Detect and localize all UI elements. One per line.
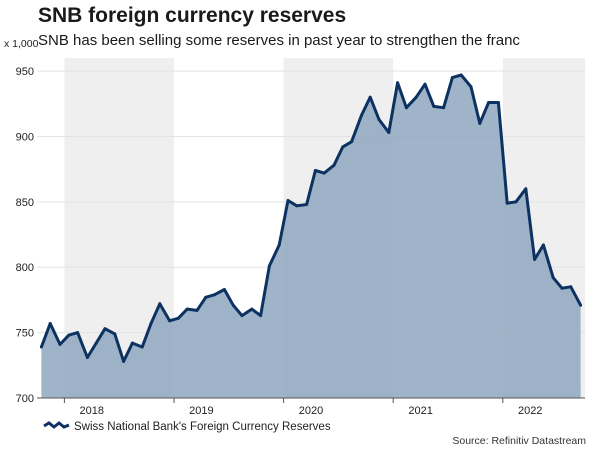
data-point (267, 264, 271, 268)
data-point (404, 106, 408, 110)
data-point (387, 131, 391, 134)
y-tick-label: 750 (16, 328, 34, 340)
series-points (39, 73, 583, 363)
data-point (469, 85, 473, 89)
data-point (250, 307, 254, 311)
legend-label: Swiss National Bank's Foreign Currency R… (74, 421, 331, 433)
data-point (313, 169, 317, 172)
data-point (85, 356, 89, 359)
data-point (396, 81, 400, 85)
data-point (277, 243, 281, 247)
data-point (130, 341, 134, 345)
x-tick-label: 2018 (80, 405, 104, 417)
data-point (414, 95, 418, 99)
data-point (524, 187, 528, 191)
x-tick-label: 2019 (189, 405, 213, 417)
data-point (103, 327, 107, 331)
x-tick-label: 2021 (408, 405, 432, 417)
data-point (541, 243, 545, 247)
series-line (39, 73, 582, 363)
data-point (322, 171, 326, 175)
y-axis-ticks: 700 750 800 850 900 950 (16, 66, 34, 405)
data-point (39, 345, 43, 349)
source-note: Source: Refinitiv Datastream (452, 435, 586, 447)
series-area-fill (41, 75, 581, 398)
data-point (222, 288, 226, 291)
data-point (231, 303, 235, 307)
data-point (442, 106, 446, 110)
data-point (450, 76, 454, 80)
data-point (158, 302, 162, 306)
data-point (259, 314, 263, 318)
data-point (569, 285, 573, 289)
data-point (67, 333, 71, 337)
x-axis-ticks: 2018 2019 2020 2021 2022 (63, 398, 542, 417)
data-point (113, 332, 117, 336)
data-point (551, 276, 555, 280)
y-tick-label: 800 (16, 262, 34, 274)
data-point (168, 319, 172, 323)
chart-subtitle: SNB has been selling some reserves in pa… (38, 32, 520, 49)
y-axis-unit-label: x 1,000 (4, 38, 39, 50)
y-tick-label: 900 (16, 131, 34, 143)
data-point (514, 200, 518, 204)
y-tick-label: 850 (16, 197, 34, 209)
data-point (377, 118, 381, 121)
data-point (459, 73, 463, 77)
data-point (487, 101, 491, 104)
x-tick-label: 2022 (518, 405, 542, 417)
data-point (359, 114, 363, 117)
data-point (341, 145, 345, 149)
data-point (332, 163, 336, 167)
data-point (505, 201, 509, 205)
legend-swatch (43, 421, 70, 429)
data-point (48, 322, 52, 325)
data-point (58, 342, 62, 346)
data-point (496, 101, 500, 104)
data-point (149, 322, 153, 325)
data-point (140, 345, 144, 349)
data-point (176, 316, 180, 320)
data-point (432, 104, 436, 108)
chart-title: SNB foreign currency reserves (38, 4, 347, 27)
data-point (240, 314, 244, 318)
legend: Swiss National Bank's Foreign Currency R… (43, 421, 331, 433)
data-point (579, 303, 583, 307)
y-tick-label: 950 (16, 66, 34, 78)
y-tick-label: 700 (16, 393, 34, 405)
data-point (560, 286, 564, 290)
data-point (305, 203, 309, 206)
data-point (195, 308, 199, 312)
data-point (94, 341, 98, 345)
data-point (533, 257, 537, 261)
data-point (350, 140, 354, 144)
data-point (213, 293, 217, 297)
data-point (423, 82, 427, 86)
data-point (76, 331, 80, 335)
data-point (122, 359, 126, 363)
data-point (295, 204, 299, 208)
data-point (368, 95, 372, 99)
data-point (478, 121, 482, 125)
x-tick-label: 2020 (299, 405, 323, 417)
data-point (204, 295, 208, 299)
data-point (185, 307, 189, 311)
data-point (286, 199, 290, 202)
